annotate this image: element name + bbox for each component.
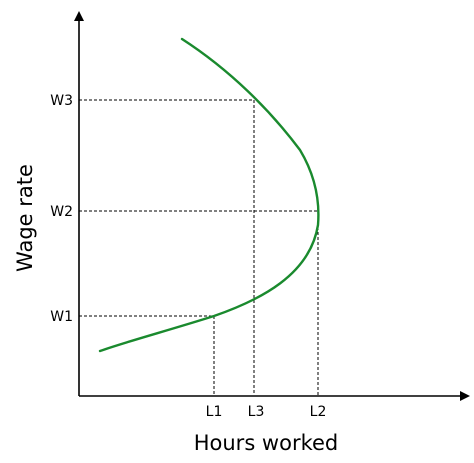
y-tick-labels: W3 W2 W1 bbox=[50, 93, 73, 325]
y-tick-w2: W2 bbox=[50, 204, 73, 220]
y-tick-w1: W1 bbox=[50, 309, 73, 325]
y-axis-title: Wage rate bbox=[13, 164, 37, 272]
x-axis-title: Hours worked bbox=[194, 431, 339, 455]
x-tick-labels: L1 L3 L2 bbox=[206, 404, 327, 420]
w1-guide bbox=[79, 315, 215, 395]
axes bbox=[74, 11, 470, 401]
y-tick-w3: W3 bbox=[50, 93, 73, 109]
x-tick-l1: L1 bbox=[206, 404, 223, 420]
w2-guide bbox=[79, 210, 319, 395]
guide-lines bbox=[79, 99, 319, 395]
x-tick-l3: L3 bbox=[248, 404, 265, 420]
supply-curve bbox=[98, 37, 320, 353]
w3-guide bbox=[79, 99, 255, 395]
x-tick-l2: L2 bbox=[310, 404, 327, 420]
